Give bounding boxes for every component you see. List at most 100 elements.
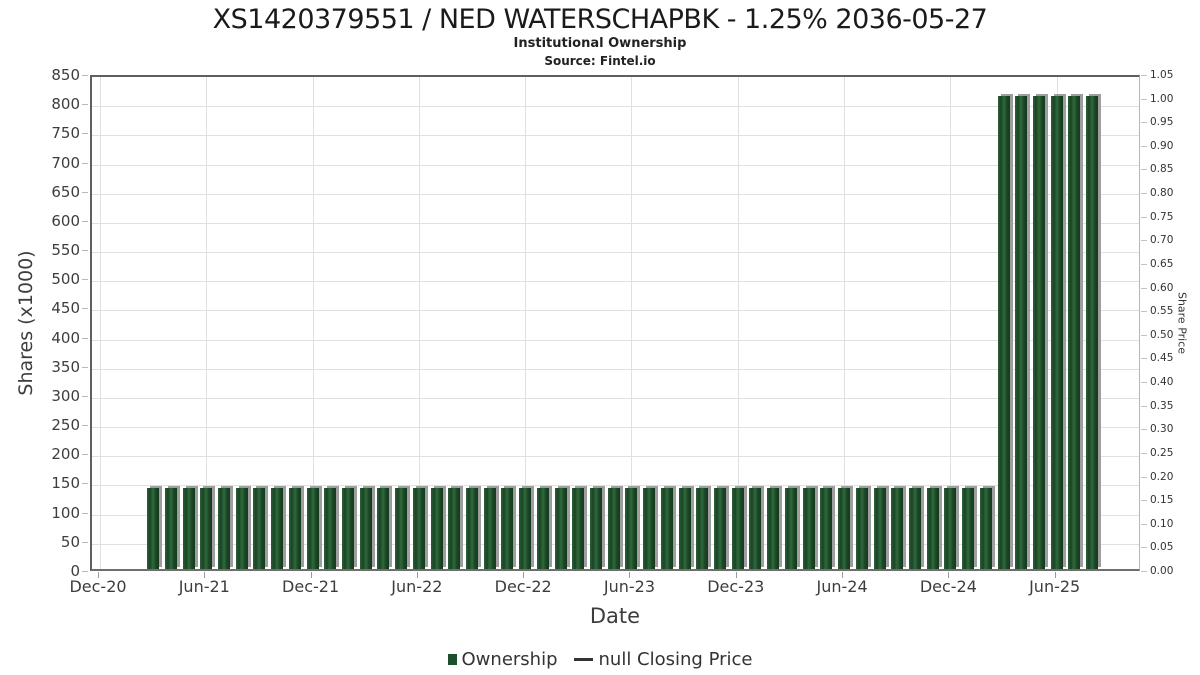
ownership-bar — [1015, 96, 1028, 569]
ownership-bar — [200, 487, 213, 569]
y-axis-tick-label: 500 — [51, 270, 80, 289]
ownership-bar — [873, 487, 886, 569]
ownership-bar — [838, 487, 851, 569]
y2-axis-tick-mark — [1141, 193, 1147, 195]
x-axis-tick-label: Jun-23 — [603, 577, 656, 596]
y2-axis-tick-mark — [1141, 547, 1147, 549]
ownership-bar — [660, 487, 673, 569]
y2-axis-tick-mark — [1141, 382, 1147, 384]
y-axis-tick-label: 750 — [51, 124, 80, 143]
legend: Ownership null Closing Price — [0, 646, 1200, 672]
h-gridline — [92, 339, 1139, 341]
h-gridline — [92, 135, 1139, 137]
x-axis-tick-label: Dec-21 — [282, 577, 340, 596]
v-gridline — [312, 77, 314, 569]
chart-title: XS1420379551 / NED WATERSCHAPBK - 1.25% … — [212, 4, 988, 35]
v-gridline — [206, 77, 208, 569]
ownership-bar — [696, 487, 709, 569]
ownership-bar — [342, 487, 355, 569]
h-gridline — [92, 281, 1139, 283]
y2-axis-tick-mark — [1141, 358, 1147, 360]
ownership-bar — [855, 487, 868, 569]
ownership-bar — [784, 487, 797, 569]
y2-axis-tick-mark — [1141, 169, 1147, 171]
y2-axis-tick-label: 0.25 — [1150, 446, 1174, 459]
x-axis-tick-label: Jun-25 — [1029, 577, 1081, 596]
y2-axis-tick-mark — [1141, 263, 1147, 265]
ownership-bar — [749, 487, 762, 569]
h-gridline — [92, 368, 1139, 370]
y2-axis-tick-mark — [1141, 216, 1147, 218]
y2-axis-tick-mark — [1141, 429, 1147, 431]
ownership-bar — [147, 487, 160, 569]
y-axis-tick-label: 150 — [51, 474, 80, 493]
y2-axis-tick-mark — [1141, 500, 1147, 502]
ownership-bar — [536, 487, 549, 569]
ownership-bar — [483, 487, 496, 569]
h-gridline — [92, 456, 1139, 458]
v-gridline — [418, 77, 420, 569]
y-axis-tick-mark — [82, 541, 88, 543]
y2-axis-tick-label: 0.90 — [1150, 139, 1174, 152]
y2-axis-tick-mark — [1141, 287, 1147, 289]
v-gridline — [100, 77, 101, 569]
y2-axis-tick-label: 0.50 — [1150, 328, 1174, 341]
y-axis-tick-label: 700 — [51, 153, 80, 172]
x-axis-tick-label: Jun-24 — [816, 577, 868, 596]
ownership-bar — [448, 487, 461, 569]
ownership-bar — [802, 487, 815, 569]
x-axis-tick-mark — [629, 572, 631, 578]
legend-closing-price-line-icon — [573, 657, 593, 661]
x-axis-tick-label: Jun-22 — [391, 577, 443, 596]
h-gridline — [92, 252, 1139, 254]
ownership-bar — [979, 487, 992, 569]
ownership-bar — [288, 487, 301, 569]
y2-axis-tick-label: 0.45 — [1150, 352, 1174, 365]
y-axis-tick-label: 450 — [51, 299, 80, 318]
y2-axis-tick-mark — [1141, 523, 1147, 525]
y-axis-tick-label: 200 — [51, 445, 80, 464]
x-axis-tick-mark — [523, 572, 525, 578]
y2-axis-tick-label: 0.60 — [1150, 281, 1174, 294]
h-gridline — [92, 397, 1139, 399]
x-axis-tick-mark — [1054, 572, 1056, 578]
y-axis-tick-mark — [82, 191, 88, 193]
v-gridline — [950, 77, 952, 569]
y2-axis-tick-label: 0.70 — [1150, 234, 1174, 247]
x-axis-tick-label: Dec-24 — [919, 577, 977, 596]
y-axis-tick-mark — [82, 133, 88, 135]
y2-axis-tick-label: 0.05 — [1150, 541, 1174, 554]
y2-axis-tick-label: 1.00 — [1150, 92, 1174, 105]
y2-axis-tick-mark — [1141, 452, 1147, 454]
y-axis-tick-mark — [82, 395, 88, 397]
y-axis-tick-label: 600 — [51, 211, 80, 230]
ownership-bar — [164, 487, 177, 569]
legend-ownership-swatch-icon — [447, 653, 457, 665]
y-axis-tick-label: 50 — [60, 532, 80, 551]
ownership-bar — [554, 487, 567, 569]
y2-axis-tick-mark — [1141, 98, 1147, 100]
v-gridline — [525, 77, 527, 569]
y-axis-tick-mark — [82, 75, 88, 76]
h-gridline — [92, 222, 1139, 224]
y2-axis-tick-mark — [1141, 334, 1147, 336]
y-axis-tick-label: 250 — [51, 416, 80, 435]
ownership-bar — [997, 96, 1010, 569]
y-axis-tick-mark — [82, 250, 88, 252]
y2-axis-tick-mark — [1141, 240, 1147, 242]
x-axis-tick-mark — [842, 572, 844, 578]
ownership-bar — [377, 487, 390, 569]
y2-axis-tick-label: 0.20 — [1150, 470, 1174, 483]
y-axis-tick-label: 350 — [51, 357, 80, 376]
plot-area — [90, 75, 1140, 571]
ownership-bar — [182, 487, 195, 569]
y2-axis-tick-label: 0.00 — [1150, 565, 1174, 577]
ownership-bar — [678, 487, 691, 569]
ownership-bar — [962, 487, 975, 569]
y2-axis-tick-mark — [1141, 476, 1147, 478]
x-axis-tick-label: Dec-22 — [494, 577, 552, 596]
ownership-bar — [1068, 96, 1081, 569]
h-gridline — [92, 106, 1139, 108]
x-axis-tick-mark — [310, 572, 312, 578]
